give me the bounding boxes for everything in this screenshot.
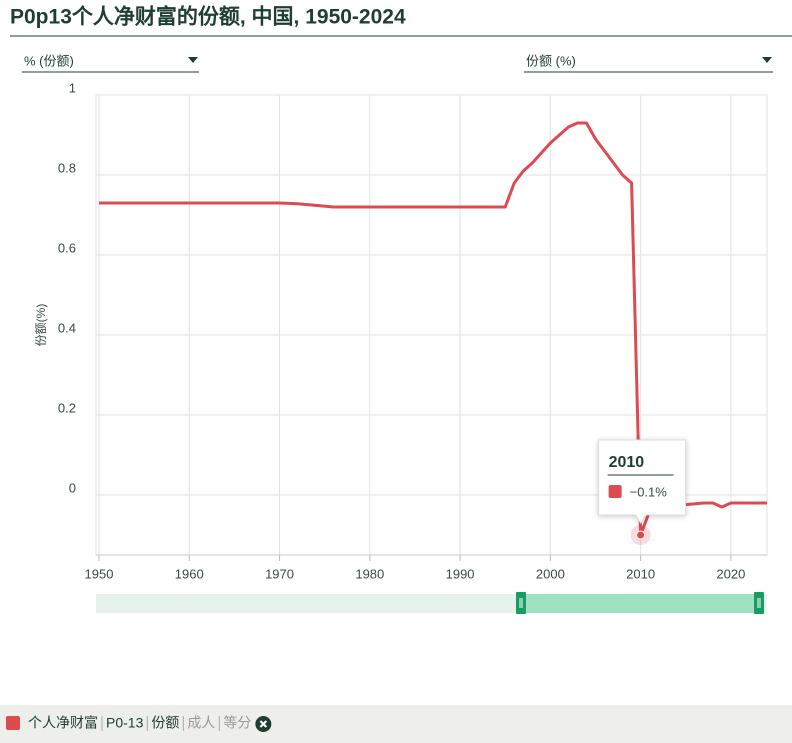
dropdown-arrow [188, 57, 198, 63]
legend-item: P0-13 [106, 715, 144, 731]
legend-item: 成人 [187, 715, 215, 731]
chart-title: P0p13个人净财富的份额, 中国, 1950-2024 [10, 5, 406, 29]
dropdown[interactable]: % (份额) [22, 53, 199, 73]
y-tick-label: 0.6 [58, 240, 76, 255]
y-tick-label: 0.8 [58, 160, 76, 175]
legend: 个人净财富 P0-13 份额 成人 等分 [6, 715, 272, 732]
x-tick-label: 1950 [85, 566, 114, 581]
y-axis-label: 份额(%) [34, 304, 48, 347]
legend-item: 个人净财富 [28, 715, 98, 731]
slider-handle[interactable] [754, 592, 764, 614]
legend-bar [0, 705, 792, 743]
x-tick-label: 2010 [626, 566, 655, 581]
hover-point [636, 530, 646, 540]
tooltip-swatch [608, 485, 622, 498]
dropdown-arrow [762, 57, 772, 63]
legend-remove[interactable] [255, 716, 272, 732]
dropdown-label: % (份额) [24, 53, 74, 68]
tooltip-box [598, 439, 687, 524]
legend-item: 等分 [223, 715, 251, 731]
y-tick-label: 0 [69, 480, 76, 495]
dropdown[interactable]: 份额 (%) [524, 53, 773, 73]
tooltip: 2010 −0.1% [598, 439, 687, 524]
x-tick-label: 1970 [265, 566, 294, 581]
tooltip-value: −0.1% [630, 484, 668, 499]
x-tick-label: 1990 [446, 566, 475, 581]
legend-item: 份额 [151, 715, 179, 731]
plot-area: 0 0.2 0.4 0.6 0.8 1 1950 1960 1970 1980 1990 2000 20… [58, 80, 768, 581]
x-tick-label: 2000 [536, 566, 565, 581]
x-tick-label: 2020 [716, 566, 745, 581]
slider-handle[interactable] [516, 592, 526, 614]
tooltip-title: 2010 [609, 454, 645, 471]
dropdown-label: 份额 (%) [526, 53, 576, 68]
range-slider[interactable] [96, 592, 767, 614]
x-tick-label: 1960 [175, 566, 204, 581]
y-tick-label: 1 [69, 80, 76, 95]
y-tick-label: 0.2 [58, 400, 76, 415]
y-tick-label: 0.4 [58, 320, 76, 335]
slider-selection [521, 594, 759, 613]
remove-x [259, 720, 268, 728]
series-line [99, 121, 767, 537]
x-tick-label: 1980 [355, 566, 384, 581]
legend-swatch [6, 716, 20, 730]
